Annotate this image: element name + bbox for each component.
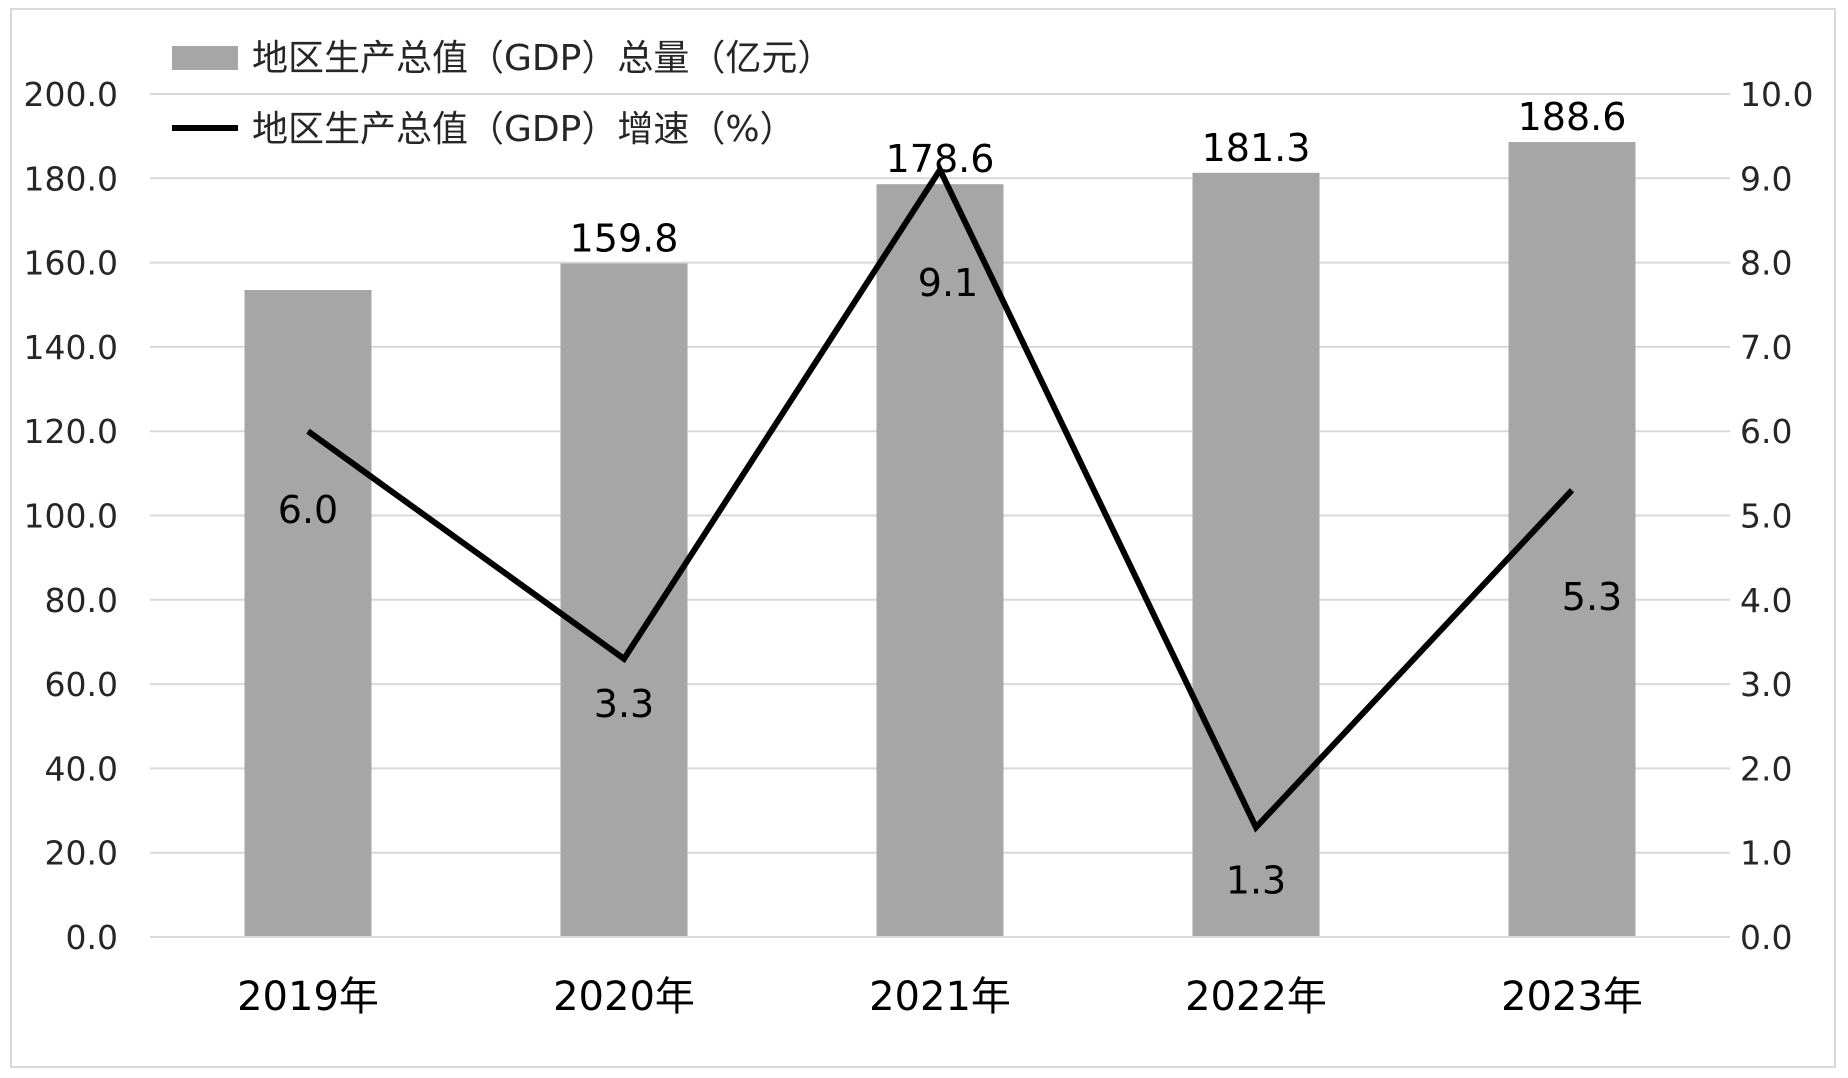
x-axis-categories: 2019年 2020年 2021年 2022年 2023年 bbox=[237, 974, 1643, 1020]
legend-bar-label: 地区生产总值（GDP）总量（亿元） bbox=[252, 38, 833, 79]
right-tick-label: 2.0 bbox=[1740, 749, 1792, 788]
left-tick-label: 200.0 bbox=[24, 75, 118, 114]
left-tick-label: 160.0 bbox=[24, 244, 118, 283]
right-tick-label: 4.0 bbox=[1740, 581, 1792, 620]
bar bbox=[244, 289, 372, 937]
right-tick-label: 0.0 bbox=[1740, 918, 1792, 957]
left-tick-label: 60.0 bbox=[45, 665, 118, 704]
right-tick-label: 1.0 bbox=[1740, 834, 1792, 873]
right-tick-label: 5.0 bbox=[1740, 497, 1792, 536]
left-tick-label: 180.0 bbox=[24, 159, 118, 198]
right-tick-label: 9.0 bbox=[1740, 159, 1792, 198]
bar bbox=[1192, 172, 1320, 937]
bar-data-label: 181.3 bbox=[1202, 126, 1311, 170]
right-tick-label: 3.0 bbox=[1740, 665, 1792, 704]
left-tick-label: 0.0 bbox=[66, 918, 118, 957]
legend: 地区生产总值（GDP）总量（亿元） 地区生产总值（GDP）增速（%） bbox=[172, 38, 833, 150]
bar-data-label: 159.8 bbox=[570, 216, 679, 260]
right-tick-label: 6.0 bbox=[1740, 412, 1792, 451]
line-data-labels: 6.0 3.3 9.1 1.3 5.3 bbox=[278, 261, 1622, 903]
line-series bbox=[306, 163, 1575, 833]
line-data-label: 6.0 bbox=[278, 488, 338, 532]
right-axis-ticks: 0.0 1.0 2.0 3.0 4.0 5.0 6.0 7.0 8.0 9.0 10.0 bbox=[1740, 75, 1813, 957]
left-tick-label: 100.0 bbox=[24, 497, 118, 536]
category-label: 2020年 bbox=[553, 974, 695, 1020]
legend-bar-swatch bbox=[172, 46, 238, 70]
category-label: 2023年 bbox=[1501, 974, 1643, 1020]
category-label: 2022年 bbox=[1185, 974, 1327, 1020]
right-tick-label: 8.0 bbox=[1740, 244, 1792, 283]
line-data-label: 1.3 bbox=[1226, 858, 1286, 902]
left-tick-label: 140.0 bbox=[24, 328, 118, 367]
left-tick-label: 80.0 bbox=[45, 581, 118, 620]
line-data-label: 9.1 bbox=[918, 261, 978, 305]
bar-data-label: 178.6 bbox=[886, 137, 995, 181]
line-data-label: 5.3 bbox=[1562, 575, 1622, 619]
left-tick-label: 120.0 bbox=[24, 412, 118, 451]
bar-series bbox=[244, 142, 1636, 938]
legend-line-label: 地区生产总值（GDP）增速（%） bbox=[252, 109, 796, 150]
chart-frame bbox=[10, 8, 1836, 1068]
right-tick-label: 7.0 bbox=[1740, 328, 1792, 367]
bar bbox=[560, 263, 688, 937]
left-tick-label: 20.0 bbox=[45, 834, 118, 873]
left-tick-label: 40.0 bbox=[45, 749, 118, 788]
bar bbox=[876, 184, 1004, 938]
right-tick-label: 10.0 bbox=[1740, 75, 1813, 114]
line-data-label: 3.3 bbox=[594, 682, 654, 726]
bar-data-label: 188.6 bbox=[1518, 95, 1627, 139]
category-label: 2019年 bbox=[237, 974, 379, 1020]
growth-line bbox=[306, 163, 1575, 833]
left-axis-ticks: 0.0 20.0 40.0 60.0 80.0 100.0 120.0 140.0 160.0 1… bbox=[24, 75, 118, 957]
category-label: 2021年 bbox=[869, 974, 1011, 1020]
bar-data-labels: 159.8 178.6 181.3 188.6 bbox=[570, 95, 1627, 260]
